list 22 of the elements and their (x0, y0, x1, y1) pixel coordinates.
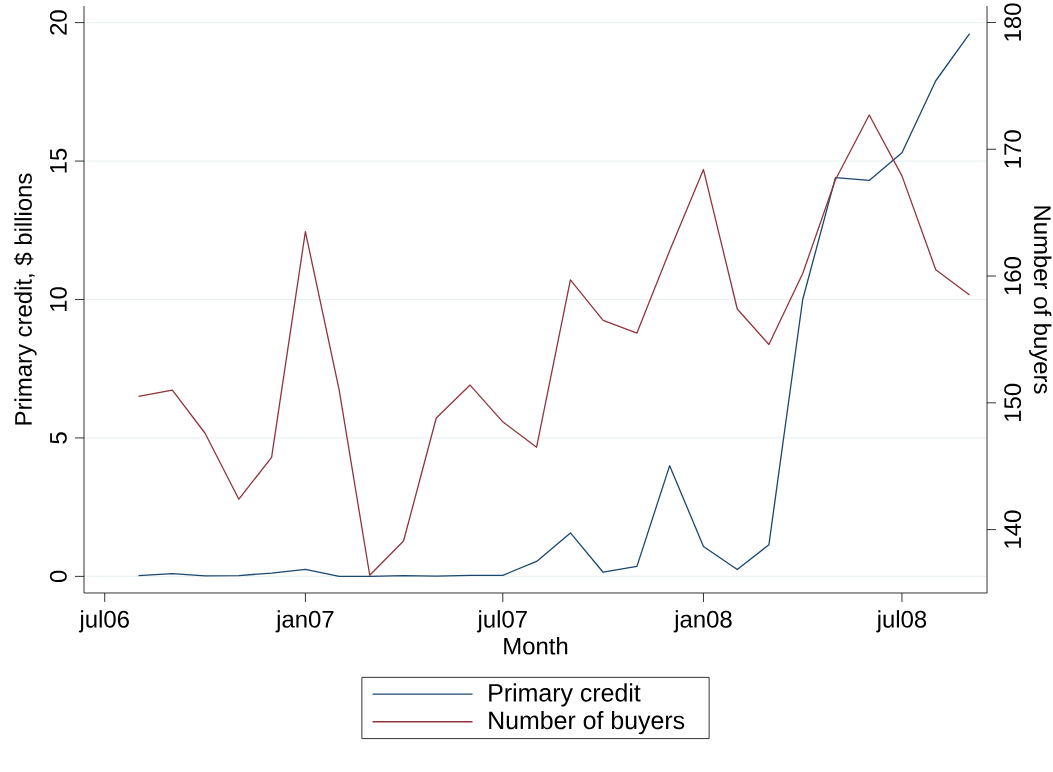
y2-tick-label: 180 (1004, 3, 1022, 41)
y-tick-label: 15 (50, 148, 67, 173)
y2-tick-label: 170 (1004, 130, 1022, 168)
x-tick-label: jul07 (476, 610, 527, 633)
legend-label: Primary credit (489, 683, 641, 707)
x-tick-label: jan08 (673, 610, 732, 633)
line-series (137, 33, 971, 578)
y-tick-label: 10 (49, 287, 67, 311)
line-series (137, 114, 971, 576)
y-tick-label: 0 (49, 570, 67, 583)
legend-label: Number of buyers (489, 710, 685, 735)
y2-axis-title: Number of buyers (1029, 206, 1052, 394)
y-tick-label: 20 (49, 10, 67, 35)
x-axis-title: Month (504, 637, 568, 655)
x-tick-label: jul06 (78, 610, 129, 633)
y-axis-title: Primary credit, $ billions (13, 173, 37, 425)
x-tick-label: jan07 (275, 610, 334, 633)
y2-tick-label: 160 (1004, 257, 1022, 295)
x-tick-label: jul08 (876, 610, 927, 633)
y-tick-label: 5 (50, 432, 67, 444)
y2-tick-label: 150 (1004, 383, 1022, 421)
y2-tick-label: 140 (1004, 510, 1022, 548)
